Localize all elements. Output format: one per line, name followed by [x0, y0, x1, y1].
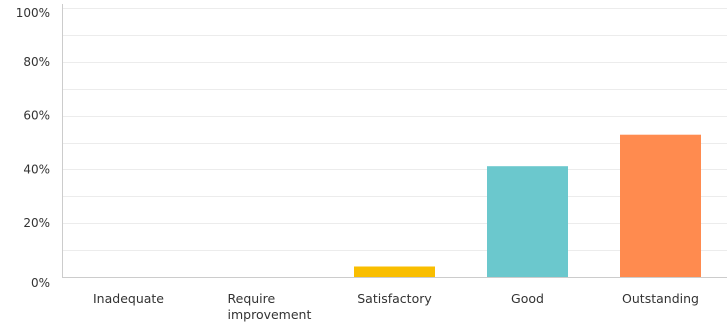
bars: [354, 134, 701, 278]
category-label: Inadequate: [93, 291, 164, 306]
axes: [62, 4, 727, 278]
y-tick-label: 0%: [31, 276, 50, 290]
bar[interactable]: [487, 166, 568, 277]
category-label: Outstanding: [622, 291, 699, 306]
gridlines: [62, 8, 727, 251]
category-labels: Inadequate Require improvement Satisfactory…: [93, 291, 699, 322]
category-label: Satisfactory: [357, 291, 432, 306]
bar[interactable]: [354, 266, 435, 278]
y-tick-label: 20%: [23, 216, 50, 230]
y-tick-label: 60%: [23, 109, 50, 123]
y-tick-labels: 0% 20% 40% 60% 80% 100%: [16, 6, 50, 290]
category-label: Require improvement: [228, 291, 312, 322]
y-tick-label: 80%: [23, 55, 50, 69]
y-tick-label: 40%: [23, 162, 50, 176]
y-tick-label: 100%: [16, 6, 50, 20]
bar[interactable]: [620, 134, 701, 277]
category-label: Good: [511, 291, 544, 306]
